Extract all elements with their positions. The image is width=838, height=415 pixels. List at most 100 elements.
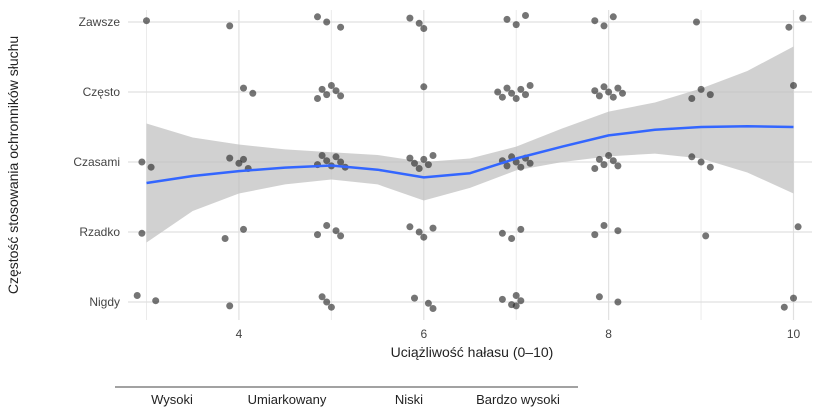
data-point xyxy=(498,229,506,237)
data-point xyxy=(318,293,326,301)
data-point xyxy=(591,87,599,95)
data-point xyxy=(693,18,700,26)
data-point xyxy=(138,229,146,237)
data-point xyxy=(323,91,331,99)
data-point xyxy=(318,152,326,159)
bottom-label-umiarkowany: Umiarkowany xyxy=(248,392,327,407)
data-point xyxy=(614,162,622,170)
data-point xyxy=(526,159,534,167)
data-point xyxy=(688,95,696,102)
data-point xyxy=(503,84,511,92)
data-point xyxy=(794,223,802,231)
data-point xyxy=(411,294,418,302)
data-point xyxy=(226,154,234,162)
x-tick-label: 4 xyxy=(236,327,243,341)
data-point xyxy=(702,232,710,240)
confidence-ribbon-layer xyxy=(146,46,794,243)
data-point xyxy=(226,22,234,30)
points-layer xyxy=(133,12,807,312)
bottom-label-bardzo-wysoki: Bardzo wysoki xyxy=(476,392,560,407)
data-point xyxy=(327,303,335,311)
data-point xyxy=(591,231,599,239)
data-point xyxy=(415,228,423,236)
bottom-label-niski: Niski xyxy=(395,392,423,407)
data-point xyxy=(314,95,321,102)
data-point xyxy=(517,225,525,233)
data-point xyxy=(420,25,428,32)
data-point xyxy=(424,161,432,169)
data-point xyxy=(318,85,326,93)
data-point xyxy=(790,294,797,302)
data-point xyxy=(314,13,321,21)
data-point xyxy=(595,293,603,301)
y-tick-label: Zawsze xyxy=(79,15,121,29)
y-tick-label: Nigdy xyxy=(89,295,120,309)
data-point xyxy=(323,18,331,26)
data-point xyxy=(406,223,414,231)
data-point xyxy=(522,12,529,19)
data-point xyxy=(609,157,617,165)
data-point xyxy=(512,292,520,299)
data-point xyxy=(420,233,428,241)
data-point xyxy=(337,232,345,240)
data-point xyxy=(600,22,608,30)
data-point xyxy=(503,15,511,23)
data-point xyxy=(152,297,160,305)
data-point xyxy=(697,158,705,166)
data-point xyxy=(406,14,414,22)
data-point xyxy=(706,163,714,171)
data-point xyxy=(249,89,257,97)
data-point xyxy=(420,155,428,163)
data-point xyxy=(508,89,516,97)
data-point xyxy=(619,89,626,97)
data-point xyxy=(332,153,340,161)
data-point xyxy=(605,152,613,159)
data-point xyxy=(790,82,797,89)
y-tick-label: Rzadko xyxy=(79,225,120,239)
data-point xyxy=(600,161,608,169)
data-point xyxy=(406,154,414,162)
data-point xyxy=(609,13,617,21)
axes-layer: Nigdy Rzadko Czasami Często Zawsze 4 6 8 10 xyxy=(73,15,800,341)
data-point xyxy=(512,95,520,102)
data-point xyxy=(240,225,247,233)
data-point xyxy=(600,222,608,229)
data-point xyxy=(138,158,146,166)
y-axis-label: Częstość stosowania ochronników słuchu xyxy=(5,36,21,294)
data-point xyxy=(706,91,714,99)
data-point xyxy=(429,224,437,232)
bottom-label-wysoki: Wysoki xyxy=(151,392,193,407)
data-point xyxy=(415,19,423,27)
data-point xyxy=(226,302,234,310)
confidence-ribbon xyxy=(146,46,794,243)
data-point xyxy=(323,298,331,306)
data-point xyxy=(517,85,525,93)
data-point xyxy=(498,295,506,303)
data-point xyxy=(415,165,423,172)
data-point xyxy=(605,88,613,96)
x-tick-label: 6 xyxy=(420,327,427,341)
x-tick-label: 10 xyxy=(787,327,801,341)
data-point xyxy=(429,305,437,312)
data-point xyxy=(327,82,335,89)
data-point xyxy=(780,303,788,311)
data-point xyxy=(591,165,599,172)
smooth-line-layer xyxy=(146,125,794,185)
x-axis-label: Uciążliwość hałasu (0–10) xyxy=(391,344,554,360)
data-point xyxy=(133,292,141,299)
data-point xyxy=(517,297,525,305)
data-point xyxy=(522,91,529,99)
data-point xyxy=(240,84,247,92)
data-point xyxy=(595,92,603,100)
data-point xyxy=(512,21,520,29)
data-point xyxy=(609,93,617,101)
data-point xyxy=(240,155,247,163)
y-tick-label: Czasami xyxy=(73,155,120,169)
data-point xyxy=(411,159,418,167)
data-point xyxy=(429,152,437,159)
data-point xyxy=(498,93,506,101)
data-point xyxy=(614,227,622,235)
data-point xyxy=(337,23,345,31)
data-point xyxy=(785,23,793,31)
